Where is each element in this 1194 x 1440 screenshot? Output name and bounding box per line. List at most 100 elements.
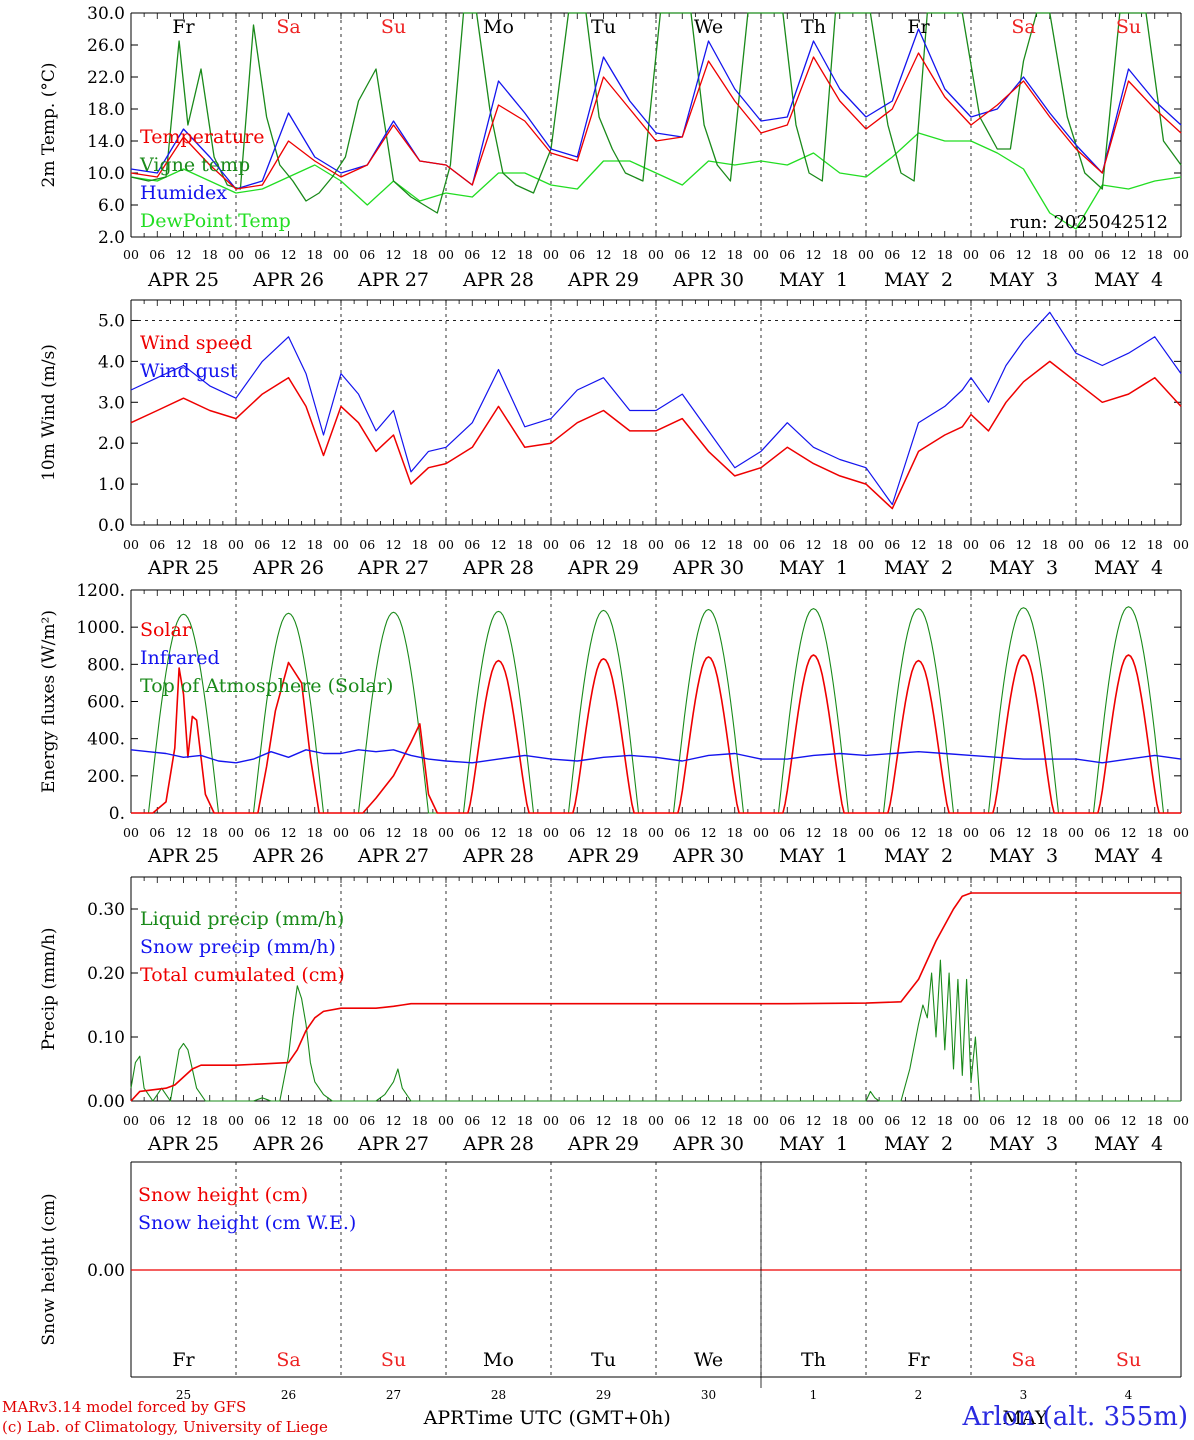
y-tick-label: 0.00 [87,1261,125,1281]
weekday-label: Mo [483,16,514,38]
hour-tick-label: 12 [1016,247,1032,262]
wind-gust-line [130,311,1182,506]
hour-tick-label: 06 [989,1113,1005,1128]
hour-tick-label: 00 [543,537,559,552]
hour-tick-label: 00 [543,825,559,840]
date-label: APR 25 [147,1133,219,1155]
weekday-label: Mo [483,1349,514,1371]
run-annotation: run: 2025042512 [1010,212,1168,233]
hour-tick-label: 00 [1068,537,1084,552]
date-label: APR 30 [672,845,744,867]
hour-tick-label: 18 [1147,247,1163,262]
hour-tick-label: 12 [386,825,402,840]
hour-tick-label: 00 [1173,825,1189,840]
hour-tick-label: 06 [359,1113,375,1128]
date-label: APR 25 [147,845,219,867]
day-number: 29 [596,1388,611,1402]
y-tick-label: 1.0 [98,475,125,495]
weekday-label: Fr [907,16,930,38]
infrared-line [130,749,1182,764]
date-label: APR 30 [672,557,744,579]
hour-tick-label: 12 [596,537,612,552]
hour-tick-label: 06 [1094,537,1110,552]
date-label: APR 29 [567,1133,639,1155]
y-axis-label: 2m Temp. (°C) [39,62,59,187]
hour-tick-label: 18 [517,537,533,552]
y-tick-label: 2.0 [98,228,125,248]
date-label: MAY 1 [779,1133,848,1155]
humidex-line [130,28,1182,190]
legend-entry: Snow height (cm W.E.) [138,1212,356,1234]
hour-tick-label: 00 [228,247,244,262]
y-tick-label: 5.0 [98,311,125,331]
hour-tick-label: 00 [1173,1113,1189,1128]
hour-tick-label: 00 [438,1113,454,1128]
date-label: APR 26 [252,557,324,579]
hour-tick-label: 12 [701,537,717,552]
y-tick-label: 26.0 [87,36,125,56]
y-tick-label: 0.00 [87,1092,125,1112]
weekday-label: Sa [276,1349,300,1371]
hour-tick-label: 18 [412,825,428,840]
y-axis-label: Energy fluxes (W/m²) [39,610,59,793]
hour-tick-label: 18 [1147,825,1163,840]
day-number: 2 [915,1388,923,1402]
date-label: APR 28 [462,845,534,867]
legend-entry: Total cumulated (cm) [140,964,345,986]
weekday-label: Tu [591,16,616,38]
hour-tick-label: 00 [1068,247,1084,262]
date-label: MAY 2 [884,557,953,579]
panel-4: 00 06 12 18 00 06 12 18 00 06 12 18 00 06 12 18 00 06 12 18… [39,876,1189,1155]
y-tick-label: 14.0 [87,132,125,152]
hour-tick-label: 00 [438,537,454,552]
legend-entry: Liquid precip (mm/h) [140,908,344,930]
hour-tick-label: 00 [753,247,769,262]
weekday-label: Su [1116,16,1141,38]
date-label: MAY 1 [779,557,848,579]
hour-tick-label: 18 [727,1113,743,1128]
y-tick-label: 4.0 [98,352,125,372]
hour-tick-label: 00 [858,825,874,840]
day-number: 30 [701,1388,716,1402]
hour-tick-label: 00 [1068,825,1084,840]
hour-tick-label: 12 [806,247,822,262]
weekday-label: Th [801,1349,826,1371]
hour-tick-label: 18 [832,825,848,840]
hour-tick-label: 06 [674,1113,690,1128]
y-tick-label: 1000. [76,618,125,638]
hour-tick-label: 06 [359,247,375,262]
hour-tick-label: 18 [937,537,953,552]
date-label: APR 30 [672,269,744,291]
hour-tick-label: 06 [464,537,480,552]
hour-tick-label: 18 [622,247,638,262]
y-tick-label: 0.30 [87,900,125,920]
legend-entry: Wind gust [140,360,238,382]
panel-3: 00 06 12 18 00 06 12 18 00 06 12 18 00 06 12 18 00 06 12 18… [39,581,1189,867]
month-label-apr: APR [423,1407,466,1429]
liquid-precip-line [130,959,1181,1102]
legend-entry: DewPoint Temp [140,210,291,232]
hour-tick-label: 06 [569,537,585,552]
hour-tick-label: 12 [911,825,927,840]
hour-tick-label: 12 [596,1113,612,1128]
day-number: 27 [386,1388,401,1402]
hour-tick-label: 06 [779,247,795,262]
solar-line [131,654,1181,814]
hour-tick-label: 00 [228,1113,244,1128]
hour-tick-label: 06 [464,247,480,262]
hour-tick-label: 12 [911,247,927,262]
hour-tick-label: 00 [858,247,874,262]
hour-tick-label: 18 [307,1113,323,1128]
y-tick-label: 18.0 [87,100,125,120]
hour-tick-label: 12 [386,537,402,552]
date-label: MAY 2 [884,269,953,291]
hour-tick-label: 12 [176,825,192,840]
hour-tick-label: 18 [937,825,953,840]
date-label: APR 29 [567,269,639,291]
y-tick-label: 400. [87,730,125,750]
hour-tick-label: 12 [1121,825,1137,840]
hour-tick-label: 18 [1042,247,1058,262]
hour-tick-label: 18 [307,537,323,552]
date-label: APR 25 [147,269,219,291]
